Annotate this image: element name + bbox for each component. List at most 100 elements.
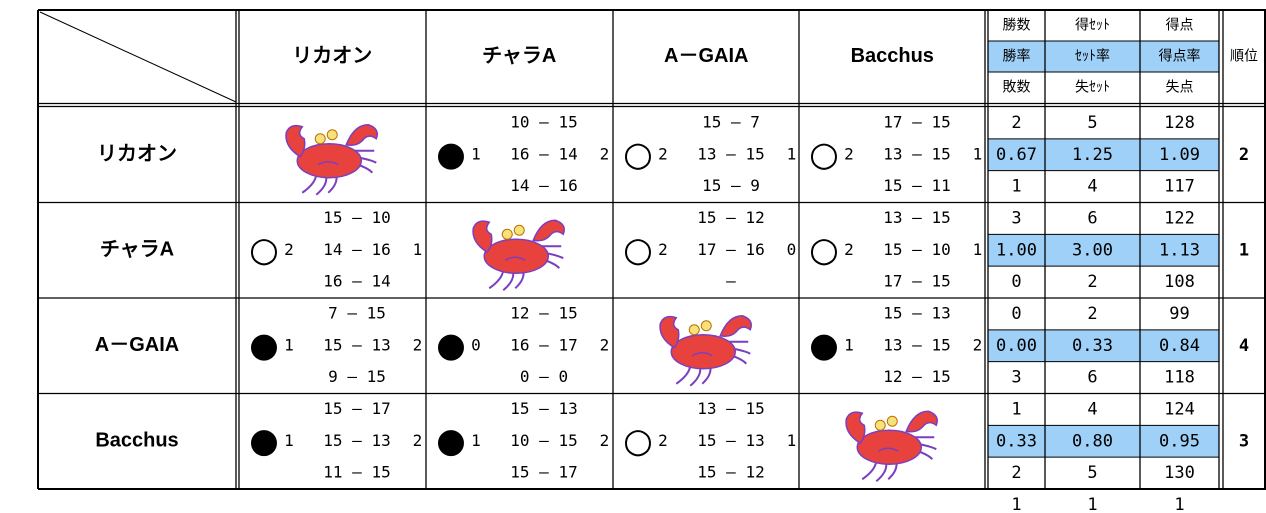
sets-against: 1 [973, 144, 983, 163]
game-score: 15 — 10 [883, 240, 950, 259]
stat-header: 得点 [1166, 17, 1194, 34]
column-header: A－GAIA [664, 45, 748, 67]
crab-mouth [877, 447, 899, 452]
game-score: 15 — 9 [702, 176, 760, 195]
stat-value: 3.00 [1072, 240, 1113, 260]
game-score: 10 — 15 [510, 431, 577, 450]
crab-leg [502, 272, 515, 292]
result-mark: ○ [623, 230, 653, 270]
result-mark: ● [436, 421, 466, 461]
stat-value: 6 [1087, 208, 1097, 228]
game-score: 13 — 15 [883, 208, 950, 227]
sets-against: 2 [973, 335, 983, 354]
result-mark: ○ [809, 134, 839, 174]
crab-body [296, 143, 362, 179]
crab-claw [905, 410, 938, 433]
sets-against: 1 [787, 144, 797, 163]
crab-claw [532, 219, 565, 242]
row-header: チャラA [100, 239, 174, 261]
crab-leg [689, 367, 702, 387]
footer-value: 1 [1011, 495, 1021, 513]
result-mark: ● [249, 325, 279, 365]
result-mark: ● [249, 421, 279, 461]
crab-eye [501, 228, 513, 240]
rank-value: 2 [1239, 145, 1249, 165]
crab-leg [315, 176, 328, 196]
sets-for: 1 [844, 335, 854, 354]
stat-value: 130 [1164, 463, 1195, 483]
result-mark: ● [436, 325, 466, 365]
crab-eye [688, 324, 700, 336]
stat-value: 117 [1164, 177, 1195, 197]
game-score: 13 — 15 [697, 399, 764, 418]
sets-against: 2 [413, 335, 423, 354]
sets-for: 2 [658, 431, 668, 450]
highlight [988, 329, 1219, 362]
footer-value: 1 [1087, 495, 1097, 513]
game-score: 13 — 15 [883, 335, 950, 354]
row-header: A－GAIA [95, 334, 179, 356]
result-mark: ● [809, 325, 839, 365]
highlight [988, 234, 1219, 267]
stat-value: 0.95 [1159, 431, 1200, 451]
stat-value: 2 [1011, 113, 1021, 133]
crab-mouth [504, 256, 526, 261]
crab-body [483, 238, 549, 274]
crab-eye [700, 320, 712, 332]
stat-value: 128 [1164, 113, 1195, 133]
crab-claw [472, 220, 493, 254]
crab-eye [886, 415, 898, 427]
game-score: 15 — 13 [323, 431, 390, 450]
stat-value: 0.00 [996, 336, 1037, 356]
game-score: 15 — 12 [697, 208, 764, 227]
result-mark: ○ [249, 230, 279, 270]
sets-for: 1 [284, 431, 294, 450]
stat-value: 3 [1011, 368, 1021, 388]
stat-value: 99 [1169, 304, 1189, 324]
stat-header: 得点率 [1159, 48, 1201, 65]
stat-value: 2 [1087, 272, 1097, 292]
crab-leg [488, 270, 505, 290]
stat-value: 4 [1087, 399, 1097, 419]
game-score: 9 — 15 [328, 367, 386, 386]
stat-value: 0.33 [996, 431, 1037, 451]
sets-for: 0 [471, 335, 481, 354]
game-score: 15 — 17 [323, 399, 390, 418]
rank-value: 4 [1239, 336, 1249, 356]
sets-for: 2 [658, 144, 668, 163]
stat-value: 1.25 [1072, 145, 1113, 165]
game-score: 15 — 13 [697, 431, 764, 450]
crab-body [670, 334, 736, 370]
border [39, 11, 237, 103]
stat-value: 124 [1164, 399, 1195, 419]
stat-value: 0 [1011, 304, 1021, 324]
crab-illustration [472, 219, 565, 292]
crab-claw [345, 123, 378, 146]
highlight [988, 138, 1219, 171]
stat-value: 5 [1087, 113, 1097, 133]
column-header: チャラA [482, 45, 556, 67]
sets-against: 1 [787, 431, 797, 450]
stat-value: 122 [1164, 208, 1195, 228]
stat-value: 4 [1087, 177, 1097, 197]
game-score: 12 — 15 [883, 367, 950, 386]
game-score: 16 — 17 [510, 335, 577, 354]
stat-value: 1.00 [996, 240, 1037, 260]
sets-against: 0 [787, 240, 797, 259]
game-score: 13 — 15 [697, 144, 764, 163]
sets-for: 1 [471, 431, 481, 450]
row-header: Bacchus [95, 430, 178, 452]
crab-illustration [285, 123, 378, 196]
game-score: 15 — 12 [697, 463, 764, 482]
stat-value: 1 [1011, 177, 1021, 197]
row-header: リカオン [97, 143, 177, 165]
sets-against: 1 [973, 240, 983, 259]
sets-for: 2 [284, 240, 294, 259]
highlight [988, 425, 1219, 458]
highlight [988, 41, 1219, 72]
sets-for: 1 [284, 335, 294, 354]
result-mark: ○ [623, 421, 653, 461]
sets-against: 2 [600, 335, 610, 354]
result-mark: ○ [809, 230, 839, 270]
